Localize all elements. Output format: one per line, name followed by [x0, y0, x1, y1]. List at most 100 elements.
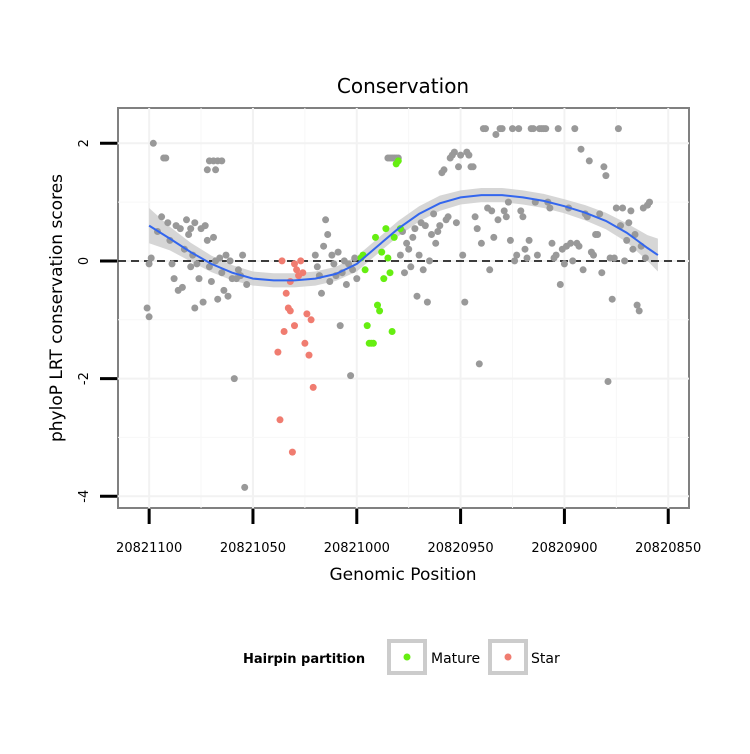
point-other	[502, 213, 510, 221]
point-other	[342, 281, 350, 288]
point-other	[612, 204, 620, 212]
y-tick-label: -2	[77, 372, 92, 385]
point-other	[239, 251, 247, 259]
point-other	[409, 233, 417, 241]
point-other	[523, 254, 531, 262]
point-other	[143, 304, 151, 312]
y-tick-label: 0	[77, 257, 92, 265]
point-other	[571, 125, 579, 133]
point-other	[614, 125, 622, 133]
point-other	[452, 219, 460, 227]
point-mature	[394, 157, 402, 165]
point-other	[162, 154, 170, 162]
point-mature	[390, 233, 398, 241]
point-other	[405, 245, 413, 253]
point-other	[471, 213, 479, 221]
point-star	[286, 278, 294, 285]
point-other	[328, 251, 336, 259]
point-mature	[378, 248, 386, 256]
point-other	[419, 266, 427, 274]
point-other	[529, 125, 537, 133]
y-tick-label: -4	[77, 490, 92, 503]
point-other	[488, 207, 496, 215]
point-other	[552, 251, 560, 259]
point-other	[218, 269, 226, 277]
point-other	[230, 375, 238, 383]
point-star	[286, 307, 294, 315]
point-star	[276, 416, 284, 424]
point-other	[145, 260, 153, 268]
legend-label-star: Star	[531, 651, 560, 667]
point-other	[498, 125, 506, 133]
point-other	[170, 275, 178, 283]
y-tick-label: 2	[77, 139, 92, 147]
point-other	[187, 263, 195, 271]
point-other	[459, 251, 467, 259]
point-star	[297, 257, 305, 265]
point-other	[324, 231, 332, 238]
point-other	[631, 231, 639, 238]
point-other	[336, 322, 344, 330]
plot-background	[117, 107, 690, 509]
point-other	[461, 298, 469, 306]
point-other	[600, 163, 608, 171]
point-other	[334, 248, 342, 256]
point-other	[322, 216, 330, 224]
point-star	[291, 322, 298, 330]
point-mature	[380, 275, 388, 283]
point-other	[183, 216, 190, 224]
x-axis-title: Genomic Position	[329, 565, 476, 585]
x-tick-label: 20821000	[324, 541, 390, 556]
point-other	[149, 139, 157, 147]
point-other	[629, 245, 637, 253]
point-other	[469, 163, 477, 171]
point-other	[434, 228, 442, 235]
point-other	[554, 125, 562, 133]
point-star	[307, 316, 315, 324]
point-other	[415, 251, 423, 259]
point-other	[509, 125, 516, 133]
point-other	[220, 286, 228, 294]
point-other	[548, 239, 556, 247]
point-other	[411, 225, 419, 233]
point-other	[521, 245, 529, 253]
point-star	[303, 310, 311, 318]
point-other	[590, 251, 597, 259]
axis-layer: 20821100 20821050 20821000 20820950 20820900…	[77, 139, 701, 556]
point-other	[318, 289, 325, 297]
point-star	[278, 257, 286, 265]
curve-layer	[148, 194, 659, 282]
point-other	[490, 233, 498, 241]
point-mature	[374, 301, 381, 309]
point-other	[457, 151, 465, 159]
point-other	[482, 125, 489, 133]
point-other	[241, 483, 249, 491]
point-other	[633, 301, 641, 309]
point-other	[413, 292, 421, 300]
point-other	[494, 216, 502, 224]
point-other	[525, 236, 533, 244]
point-other	[450, 148, 458, 156]
x-tick-label: 20821100	[116, 541, 182, 556]
point-other	[320, 242, 328, 250]
point-other	[542, 125, 550, 133]
x-tick-label: 20820900	[531, 541, 597, 556]
x-tick-label: 20821050	[220, 541, 286, 556]
point-other	[598, 269, 606, 277]
point-other	[207, 278, 215, 285]
point-other	[147, 254, 155, 262]
point-other	[625, 219, 633, 227]
point-other	[569, 257, 577, 265]
point-other	[533, 251, 541, 259]
point-other	[430, 210, 438, 218]
point-other	[519, 213, 527, 221]
point-other	[579, 266, 587, 274]
point-other	[396, 251, 404, 259]
point-other	[349, 266, 357, 274]
point-other	[506, 236, 514, 244]
point-star	[299, 269, 307, 277]
grid-layer	[118, 108, 689, 508]
point-other	[234, 266, 242, 274]
point-other	[224, 292, 232, 300]
point-other	[608, 295, 616, 303]
